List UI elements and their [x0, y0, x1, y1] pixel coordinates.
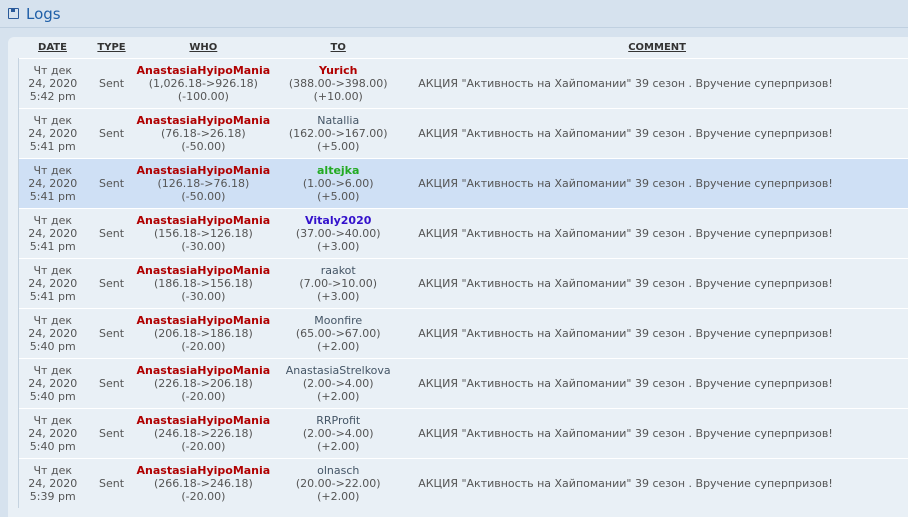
comment-cell: АКЦИЯ "Активность на Хайпомании" 39 сезо…: [406, 59, 908, 109]
type-cell: Sent: [87, 259, 137, 309]
who-cell: AnastasiaHyipoMania(246.18->226.18)(-20.…: [137, 409, 271, 459]
page-title: Logs: [26, 5, 61, 23]
type-cell: Sent: [87, 359, 137, 409]
to-cell: olnasch(20.00->22.00)(+2.00): [270, 459, 406, 509]
to-cell: raakot(7.00->10.00)(+3.00): [270, 259, 406, 309]
recipient-link[interactable]: raakot: [270, 264, 406, 277]
recipient-link[interactable]: AnastasiaStrelkova: [270, 364, 406, 377]
comment-cell: АКЦИЯ "Активность на Хайпомании" 39 сезо…: [406, 109, 908, 159]
to-cell: Vitaly2020(37.00->40.00)(+3.00): [270, 209, 406, 259]
recipient-link[interactable]: RRProfit: [270, 414, 406, 427]
type-cell: Sent: [87, 109, 137, 159]
who-cell: AnastasiaHyipoMania(226.18->206.18)(-20.…: [137, 359, 271, 409]
type-cell: Sent: [87, 459, 137, 509]
save-icon: [8, 8, 19, 19]
to-cell: Moonfire(65.00->67.00)(+2.00): [270, 309, 406, 359]
comment-cell: АКЦИЯ "Активность на Хайпомании" 39 сезо…: [406, 359, 908, 409]
logs-header: Logs: [0, 0, 908, 28]
sender-link[interactable]: AnastasiaHyipoMania: [137, 214, 271, 227]
recipient-link[interactable]: Yurich: [270, 64, 406, 77]
to-cell: RRProfit(2.00->4.00)(+2.00): [270, 409, 406, 459]
comment-cell: АКЦИЯ "Активность на Хайпомании" 39 сезо…: [406, 259, 908, 309]
recipient-link[interactable]: Moonfire: [270, 314, 406, 327]
type-cell: Sent: [87, 59, 137, 109]
who-cell: AnastasiaHyipoMania(186.18->156.18)(-30.…: [137, 259, 271, 309]
sender-link[interactable]: AnastasiaHyipoMania: [137, 264, 271, 277]
column-date[interactable]: DATE: [19, 37, 87, 59]
comment-cell: АКЦИЯ "Активность на Хайпомании" 39 сезо…: [406, 159, 908, 209]
sender-link[interactable]: AnastasiaHyipoMania: [137, 164, 271, 177]
comment-cell: АКЦИЯ "Активность на Хайпомании" 39 сезо…: [406, 209, 908, 259]
comment-cell: АКЦИЯ "Активность на Хайпомании" 39 сезо…: [406, 309, 908, 359]
sender-link[interactable]: AnastasiaHyipoMania: [137, 464, 271, 477]
comment-cell: АКЦИЯ "Активность на Хайпомании" 39 сезо…: [406, 459, 908, 509]
column-type[interactable]: TYPE: [87, 37, 137, 59]
comment-cell: АКЦИЯ "Активность на Хайпомании" 39 сезо…: [406, 409, 908, 459]
to-cell: Natallia(162.00->167.00)(+5.00): [270, 109, 406, 159]
recipient-link[interactable]: olnasch: [270, 464, 406, 477]
column-who[interactable]: WHO: [137, 37, 271, 59]
recipient-link[interactable]: Vitaly2020: [270, 214, 406, 227]
to-cell: AnastasiaStrelkova(2.00->4.00)(+2.00): [270, 359, 406, 409]
who-cell: AnastasiaHyipoMania(1,026.18->926.18)(-1…: [137, 59, 271, 109]
sender-link[interactable]: AnastasiaHyipoMania: [137, 114, 271, 127]
sender-link[interactable]: AnastasiaHyipoMania: [137, 314, 271, 327]
to-cell: altejka(1.00->6.00)(+5.00): [270, 159, 406, 209]
column-to[interactable]: TO: [270, 37, 406, 59]
sender-link[interactable]: AnastasiaHyipoMania: [137, 64, 271, 77]
type-cell: Sent: [87, 309, 137, 359]
type-cell: Sent: [87, 209, 137, 259]
who-cell: AnastasiaHyipoMania(126.18->76.18)(-50.0…: [137, 159, 271, 209]
column-comment[interactable]: COMMENT: [406, 37, 908, 59]
type-cell: Sent: [87, 409, 137, 459]
recipient-link[interactable]: Natallia: [270, 114, 406, 127]
who-cell: AnastasiaHyipoMania(266.18->246.18)(-20.…: [137, 459, 271, 509]
sender-link[interactable]: AnastasiaHyipoMania: [137, 364, 271, 377]
recipient-link[interactable]: altejka: [270, 164, 406, 177]
who-cell: AnastasiaHyipoMania(206.18->186.18)(-20.…: [137, 309, 271, 359]
to-cell: Yurich(388.00->398.00)(+10.00): [270, 59, 406, 109]
who-cell: AnastasiaHyipoMania(76.18->26.18)(-50.00…: [137, 109, 271, 159]
type-cell: Sent: [87, 159, 137, 209]
sender-link[interactable]: AnastasiaHyipoMania: [137, 414, 271, 427]
who-cell: AnastasiaHyipoMania(156.18->126.18)(-30.…: [137, 209, 271, 259]
